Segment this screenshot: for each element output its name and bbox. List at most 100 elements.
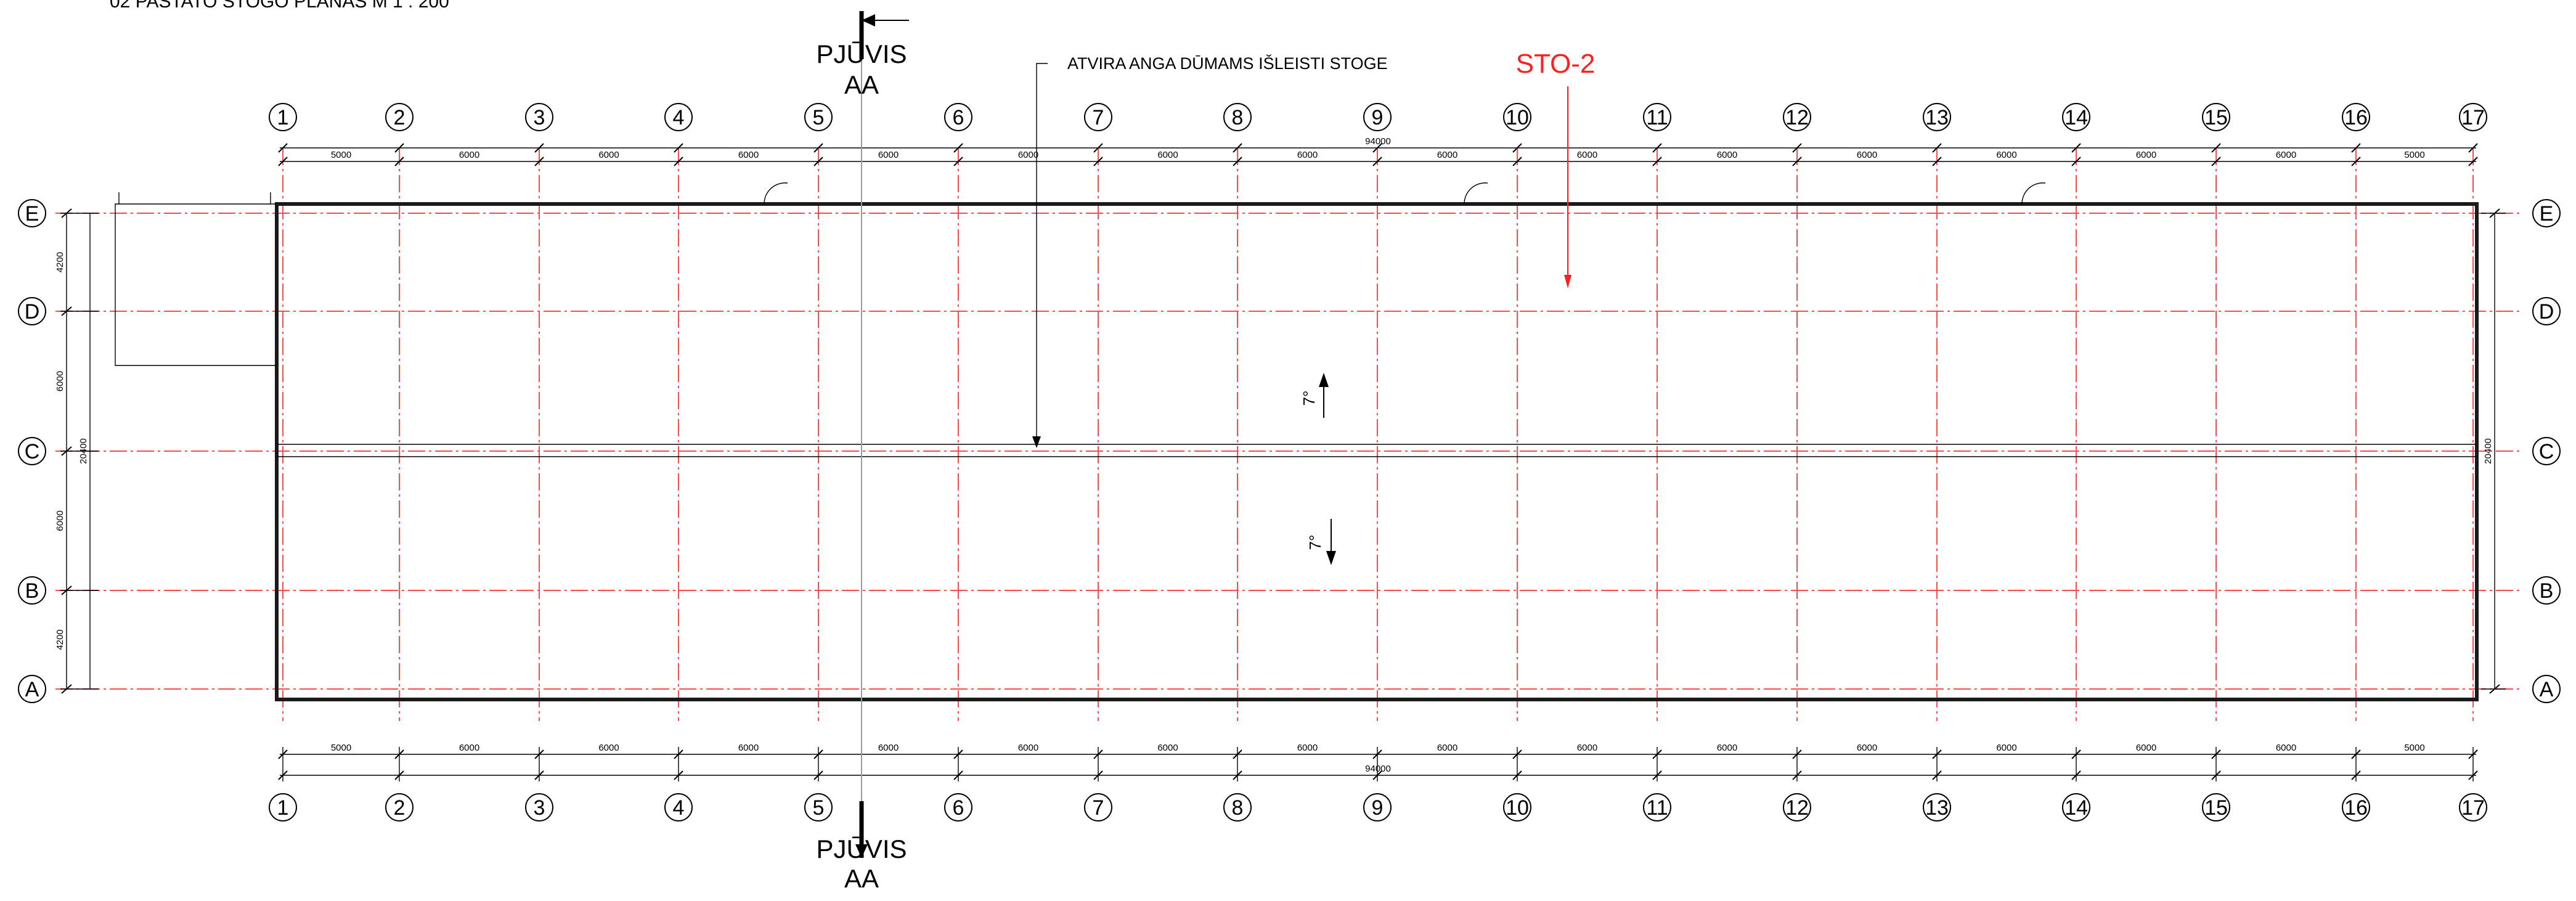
section-cut: PJŪVIS AA PJŪVIS AA — [816, 11, 909, 893]
grid-bubbles: 1 2 3 4 5 6 7 8 9 10 11 12 13 14 15 16 171 2 3 4 5 6 7 8 9 10 11 12… — [18, 103, 2561, 822]
dim-tick-bottom-1 — [278, 749, 288, 759]
dim-value-bottom-2: 6000 — [459, 743, 479, 753]
dim-value-bottom-6: 6000 — [1018, 743, 1038, 753]
dim-overall-value-top: 94000 — [1365, 136, 1391, 147]
dim-tick-overall-bottom-9 — [1372, 770, 1382, 780]
grid-axes — [55, 148, 2521, 721]
slope-indicators: 7° 7° — [1300, 373, 1336, 565]
grid-bubble-col-5-top — [804, 103, 833, 131]
grid-bubble-col-14-top — [2062, 103, 2090, 131]
grid-bubble-row-A-right — [2532, 675, 2561, 703]
grid-bubble-col-3-top — [525, 103, 553, 131]
dim-tick-top-15 — [2211, 157, 2221, 166]
annotation-arrowhead — [1032, 436, 1041, 448]
dim-overall-right-value: 20400 — [2483, 438, 2493, 464]
dim-tick-top-8 — [1233, 157, 1242, 166]
grid-label-col-1-top: 1 — [277, 106, 289, 129]
section-name-bottom: AA — [844, 864, 879, 893]
dim-tick-overall-top-16 — [2351, 143, 2361, 153]
dim-tick-overall-top-13 — [1932, 143, 1942, 153]
grid-label-col-14-top: 14 — [2064, 106, 2088, 129]
grid-label-col-13-top: 13 — [1925, 106, 1949, 129]
grid-bubble-col-17-top — [2459, 103, 2487, 131]
grid-label-col-14-bottom: 14 — [2064, 796, 2088, 820]
grid-label-col-9-bottom: 9 — [1372, 796, 1384, 820]
grid-label-row-C-left: C — [25, 440, 40, 463]
dim-value-top-14: 6000 — [2136, 150, 2156, 160]
dim-tick-top-12 — [1792, 157, 1802, 166]
dim-tick-bottom-14 — [2071, 749, 2081, 759]
smoke-vent-annotation: ATVIRA ANGA DŪMAMS IŠLEISTI STOGE — [1032, 54, 1388, 448]
dim-tick-overall-bottom-15 — [2211, 770, 2221, 780]
roof-hatch-1 — [764, 182, 788, 205]
grid-bubble-col-8-top — [1223, 103, 1252, 131]
grid-bubble-col-13-top — [1923, 103, 1951, 131]
dim-value-top-4: 6000 — [738, 150, 759, 160]
grid-label-col-8-bottom: 8 — [1232, 796, 1244, 820]
roof-type-tag: STO-2 — [1516, 49, 1596, 288]
grid-label-col-3-top: 3 — [534, 106, 545, 129]
dim-tick-overall-bottom-2 — [394, 770, 404, 780]
dim-tick-bottom-4 — [674, 749, 683, 759]
grid-bubble-col-9-top — [1363, 103, 1392, 131]
dim-tick-overall-bottom-6 — [953, 770, 963, 780]
dim-tick-bottom-8 — [1233, 749, 1242, 759]
grid-bubble-col-6-bottom — [944, 793, 972, 822]
grid-bubble-col-14-bottom — [2062, 793, 2090, 822]
dim-value-bottom-3: 6000 — [598, 743, 619, 753]
dim-value-left-2: 6000 — [55, 371, 65, 391]
dim-value-bottom-5: 6000 — [878, 743, 899, 753]
dim-tick-overall-top-3 — [534, 143, 544, 153]
grid-bubble-col-7-bottom — [1084, 793, 1112, 822]
dim-tick-bottom-5 — [813, 749, 823, 759]
dim-tick-bottom-10 — [1512, 749, 1522, 759]
annotation-text: ATVIRA ANGA DŪMAMS IŠLEISTI STOGE — [1067, 54, 1388, 73]
grid-bubble-col-11-bottom — [1643, 793, 1671, 822]
grid-label-col-10-bottom: 10 — [1506, 796, 1529, 820]
drawing-title: 02 PASTATO STOGO PLANAS M 1 : 200 — [110, 0, 449, 12]
dim-value-top-1: 5000 — [331, 150, 351, 160]
dim-value-bottom-9: 6000 — [1437, 743, 1457, 753]
dim-value-top-3: 6000 — [598, 150, 619, 160]
dim-tick-overall-top-12 — [1792, 143, 1802, 153]
grid-label-col-16-top: 16 — [2344, 106, 2368, 129]
dim-tick-overall-top-11 — [1652, 143, 1662, 153]
roof-tag-label: STO-2 — [1516, 49, 1596, 79]
section-arrow-bottom-head — [855, 844, 868, 858]
dim-value-top-8: 6000 — [1297, 150, 1318, 160]
dim-overall-left-value: 20400 — [78, 438, 89, 464]
slope-label-lower: 7° — [1306, 535, 1324, 550]
grid-label-col-5-bottom: 5 — [813, 796, 825, 820]
grid-label-col-16-bottom: 16 — [2344, 796, 2368, 820]
dim-tick-top-13 — [1932, 157, 1942, 166]
grid-label-col-1-bottom: 1 — [277, 796, 289, 820]
dim-tick-bottom-2 — [394, 749, 404, 759]
dim-tick-top-16 — [2351, 157, 2361, 166]
slope-arrow-up-head — [1319, 373, 1329, 387]
building-outline — [115, 182, 2479, 701]
grid-bubble-col-4-bottom — [664, 793, 693, 822]
grid-label-col-15-bottom: 15 — [2204, 796, 2228, 820]
grid-bubble-row-B-right — [2532, 576, 2561, 605]
grid-label-col-10-top: 10 — [1506, 106, 1529, 129]
grid-bubble-col-12-top — [1783, 103, 1811, 131]
grid-label-col-9-top: 9 — [1372, 106, 1384, 129]
dim-tick-overall-top-2 — [394, 143, 404, 153]
dim-tick-overall-bottom-12 — [1792, 770, 1802, 780]
dim-tick-top-1 — [278, 157, 288, 166]
dimension-lines: 5000 6000 6000 6000 6000 6000 6000 6000 6000 6000… — [55, 136, 2506, 781]
grid-label-col-3-bottom: 3 — [534, 796, 545, 820]
grid-bubble-col-10-top — [1503, 103, 1531, 131]
dim-tick-overall-top-10 — [1512, 143, 1522, 153]
grid-bubble-col-4-top — [664, 103, 693, 131]
grid-bubble-col-6-top — [944, 103, 972, 131]
grid-label-row-A-right: A — [2540, 678, 2554, 701]
dim-tick-overall-bottom-13 — [1932, 770, 1942, 780]
annotation-leader — [1036, 63, 1048, 444]
grid-bubble-row-E-left — [18, 199, 46, 227]
dim-tick-overall-bottom-3 — [534, 770, 544, 780]
section-arrow-top-head — [862, 14, 875, 26]
dim-value-bottom-4: 6000 — [738, 743, 759, 753]
grid-bubble-row-D-right — [2532, 297, 2561, 325]
